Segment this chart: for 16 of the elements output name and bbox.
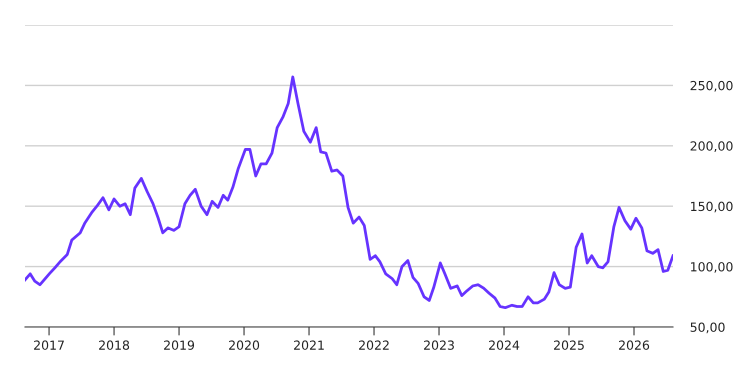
- x-tick-label: 2023: [424, 340, 454, 350]
- x-tick-label: 2019: [164, 340, 194, 350]
- x-tick-label: 2022: [359, 340, 389, 350]
- x-tick-label: 2025: [554, 340, 584, 350]
- y-tick-label: 200,00: [690, 141, 733, 152]
- x-tick-label: 2018: [99, 340, 130, 350]
- x-tick-label: 2026: [619, 340, 650, 350]
- x-tick-label: 2017: [34, 340, 64, 350]
- y-tick-label: 150,00: [691, 202, 733, 212]
- x-tick-label: 2024: [489, 340, 520, 350]
- y-tick-label: 50,00: [690, 322, 725, 334]
- x-tick-label: 2020: [229, 340, 260, 350]
- x-tick-label: 2021: [294, 340, 324, 350]
- line-series: [25, 76, 673, 310]
- y-tick-label: 100,00: [691, 262, 733, 273]
- y-tick-label: 250,00: [690, 80, 733, 92]
